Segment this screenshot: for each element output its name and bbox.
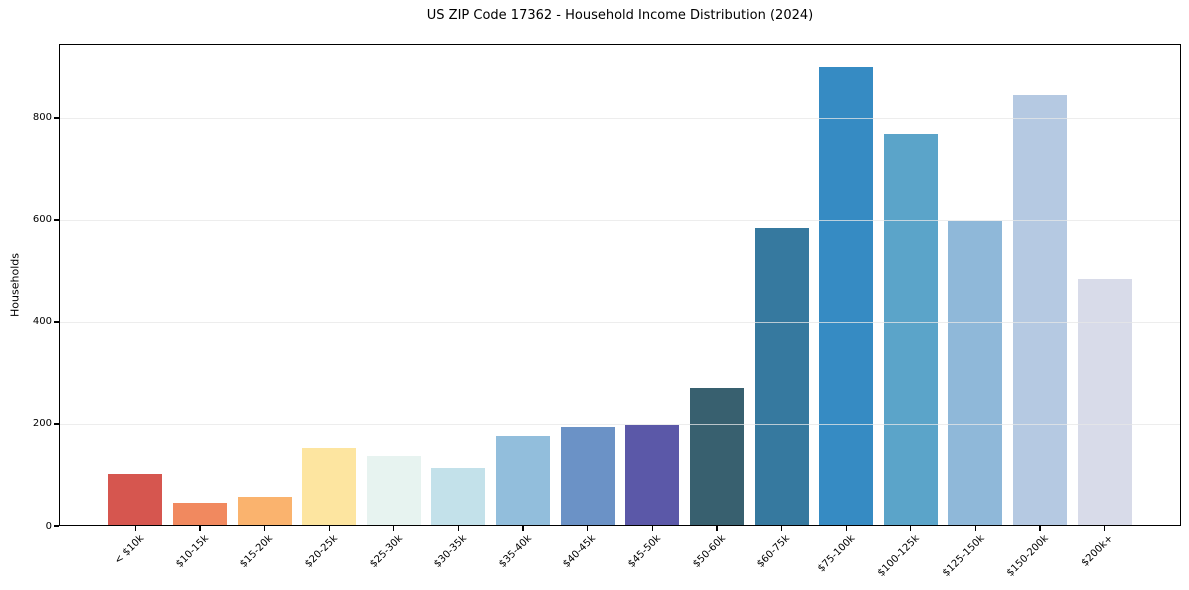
y-tick-label: 200 bbox=[32, 418, 52, 430]
gridline bbox=[59, 219, 1181, 221]
chart-title: US ZIP Code 17362 - Household Income Dis… bbox=[426, 8, 814, 23]
bar bbox=[366, 456, 421, 526]
y-tick-mark bbox=[54, 219, 59, 221]
y-tick-mark bbox=[54, 525, 59, 527]
y-tick-mark bbox=[54, 117, 59, 119]
x-tick-label: $25-30k bbox=[367, 533, 405, 570]
x-tick-mark bbox=[199, 526, 201, 531]
x-tick-label: $150-200k bbox=[1004, 533, 1051, 579]
x-tick-label: $20-25k bbox=[303, 533, 340, 570]
bar bbox=[237, 496, 292, 526]
bar bbox=[496, 435, 551, 526]
gridline bbox=[59, 423, 1181, 425]
x-tick-label: $30-35k bbox=[432, 533, 470, 570]
y-tick-label: 800 bbox=[32, 112, 52, 124]
x-tick-label: $75-100k bbox=[815, 533, 857, 575]
bar bbox=[1013, 95, 1068, 526]
y-tick-label: 0 bbox=[45, 520, 52, 532]
bar bbox=[172, 503, 227, 526]
x-tick-mark bbox=[910, 526, 912, 531]
x-tick-mark bbox=[651, 526, 653, 531]
x-tick-mark bbox=[134, 526, 136, 531]
x-tick-label: $45-50k bbox=[626, 533, 664, 570]
y-tick-mark bbox=[54, 423, 59, 425]
x-tick-mark bbox=[587, 526, 589, 531]
y-axis-label: Households bbox=[8, 253, 22, 317]
bar bbox=[560, 426, 615, 526]
bar bbox=[948, 220, 1003, 526]
bar bbox=[819, 66, 874, 526]
x-tick-label: $200k+ bbox=[1079, 533, 1116, 569]
x-tick-label: $50-60k bbox=[690, 533, 728, 570]
x-tick-label: $125-150k bbox=[940, 533, 987, 579]
x-tick-mark bbox=[457, 526, 460, 531]
gridline bbox=[59, 321, 1181, 323]
x-tick-label: $60-75k bbox=[755, 533, 793, 570]
x-tick-mark bbox=[328, 526, 330, 531]
x-tick-mark bbox=[716, 526, 718, 531]
x-tick-mark bbox=[845, 526, 847, 531]
y-tick-label: 600 bbox=[32, 214, 52, 226]
x-tick-mark bbox=[780, 526, 783, 531]
x-tick-label: $40-45k bbox=[561, 533, 599, 570]
x-tick-mark bbox=[1039, 526, 1041, 531]
bar bbox=[1077, 278, 1132, 526]
x-tick-mark bbox=[263, 526, 266, 531]
x-tick-mark bbox=[393, 526, 395, 531]
gridline bbox=[59, 117, 1181, 119]
bar bbox=[431, 468, 486, 526]
bar bbox=[689, 388, 744, 526]
bar bbox=[302, 448, 357, 526]
x-tick-mark bbox=[522, 526, 524, 531]
x-tick-label: $15-20k bbox=[238, 533, 276, 570]
y-tick-label: 400 bbox=[32, 316, 52, 328]
y-tick-mark bbox=[54, 321, 59, 323]
bar bbox=[108, 474, 163, 526]
bar bbox=[883, 134, 938, 526]
x-tick-mark bbox=[1104, 526, 1106, 531]
x-tick-label: $100-125k bbox=[875, 533, 922, 579]
x-tick-label: $35-40k bbox=[496, 533, 534, 570]
x-tick-mark bbox=[974, 526, 977, 531]
bar bbox=[625, 425, 680, 526]
x-tick-label: $10-15k bbox=[173, 533, 211, 570]
x-tick-label: < $10k bbox=[112, 533, 147, 567]
bar bbox=[754, 227, 809, 526]
